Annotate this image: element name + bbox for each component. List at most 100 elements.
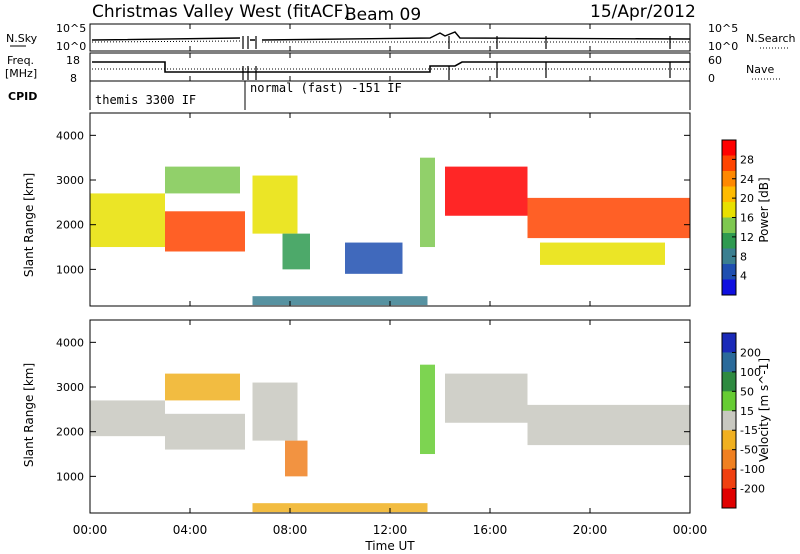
velocity-panel: 1000 2000 3000 4000 Slant Range [km] 200 100… (22, 319, 771, 514)
velocity-y-ticks: 1000 2000 3000 4000 (56, 336, 690, 483)
nave-tick-0: 0 (708, 72, 715, 85)
freq-tick-8: 8 (70, 72, 77, 85)
nsky-dropouts (242, 36, 671, 49)
y-tick-label: 3000 (56, 174, 84, 187)
velocity-colorbar-label: Velocity [m s^-1] (757, 358, 771, 462)
colorbar-swatch (722, 488, 736, 509)
x-tick-label: 16:00 (473, 523, 508, 537)
power-colorbar-label: Power [dB] (757, 177, 771, 242)
colorbar-swatch (722, 248, 736, 265)
nsearch-label: N.Search (746, 32, 796, 45)
power-y-ticks: 1000 2000 3000 4000 (56, 129, 690, 276)
colorbar-tick-label: 16 (740, 212, 754, 225)
beam-label: Beam 09 (345, 5, 421, 25)
colorbar-tick-label: -200 (740, 483, 765, 496)
x-tick-label: 08:00 (273, 523, 308, 537)
colorbar-tick-label: 20 (740, 192, 754, 205)
velocity-region-6 (420, 364, 435, 455)
x-tick-label: 00:00 (73, 523, 108, 537)
power-panel: 1000 2000 3000 4000 Slant Range [km] 28 24 20… (22, 112, 771, 307)
colorbar-swatch (722, 202, 736, 218)
nsky-top-tick: 10^5 (56, 22, 86, 35)
nsky-right-bottom-tick: 10^0 (708, 40, 738, 53)
x-tick-label: 00:00 (673, 523, 708, 537)
y-tick-label: 4000 (56, 129, 84, 142)
colorbar-swatch (722, 279, 736, 296)
velocity-region-8 (527, 404, 690, 446)
colorbar-tick-label: 8 (740, 250, 747, 263)
colorbar-swatch (722, 333, 736, 353)
colorbar-tick-label: -50 (740, 444, 758, 457)
y-tick-label: 1000 (56, 470, 84, 483)
colorbar-swatch (722, 352, 736, 373)
power-region-3 (252, 175, 298, 234)
power-region-0 (90, 193, 165, 248)
colorbar-swatch (722, 371, 736, 392)
power-ylabel: Slant Range [km] (22, 173, 36, 277)
plot-title: Christmas Valley West (fitACF) (92, 2, 350, 22)
cpid-segment-2: normal (fast) -151 IF (250, 81, 402, 95)
velocity-ylabel: Slant Range [km] (22, 363, 36, 467)
colorbar-swatch (722, 391, 736, 412)
y-tick-label: 3000 (56, 381, 84, 394)
nsky-bottom-tick: 10^0 (56, 40, 86, 53)
power-region-4 (282, 233, 310, 270)
nsearch-trace (91, 40, 690, 43)
colorbar-tick-label: 15 (740, 405, 754, 418)
power-colorbar: 28 24 20 16 12 8 4 (721, 139, 754, 296)
power-region-6 (252, 296, 428, 306)
x-tick-label: 04:00 (173, 523, 208, 537)
velocity-regions (90, 364, 690, 513)
y-tick-label: 2000 (56, 426, 84, 439)
velocity-region-4 (285, 440, 308, 477)
nsky-right-top-tick: 10^5 (708, 22, 738, 35)
y-tick-label: 1000 (56, 263, 84, 276)
velocity-region-7 (445, 373, 528, 423)
x-axis-label: Time UT (364, 539, 415, 553)
power-region-8 (445, 166, 528, 216)
power-region-5 (345, 242, 403, 274)
colorbar-swatch (722, 140, 736, 156)
colorbar-tick-label: -100 (740, 463, 765, 476)
colorbar-swatch (722, 430, 736, 451)
cpid-label: CPID (8, 90, 37, 103)
nsky-label: N.Sky (6, 32, 38, 45)
freq-unit: [MHz] (5, 67, 37, 80)
x-tick-label: 12:00 (373, 523, 408, 537)
velocity-region-1 (165, 413, 245, 450)
velocity-region-0 (90, 400, 165, 437)
colorbar-tick-label: 28 (740, 153, 754, 166)
colorbar-swatch (722, 233, 736, 249)
date-label: 15/Apr/2012 (590, 2, 696, 22)
freq-tick-18: 18 (66, 54, 80, 67)
freq-label: Freq. (7, 54, 34, 67)
freq-panel: Freq. [MHz] 18 8 60 0 Nave (5, 52, 780, 85)
colorbar-tick-label: 24 (740, 173, 754, 186)
nave-label: Nave (746, 63, 774, 76)
velocity-colorbar: 200 100 50 15 -15 -50 -100 -200 (721, 332, 765, 509)
colorbar-swatch (722, 186, 736, 203)
freq-dropouts (242, 62, 671, 80)
velocity-region-2 (165, 373, 240, 401)
freq-trace (92, 61, 690, 73)
colorbar-swatch (722, 171, 736, 187)
colorbar-tick-label: 100 (740, 366, 761, 379)
y-tick-label: 2000 (56, 219, 84, 232)
nsky-panel: N.Sky 10^5 10^0 10^5 10^0 N.Search (6, 22, 796, 53)
nsky-trace (91, 31, 691, 41)
colorbar-tick-label: 200 (740, 346, 761, 359)
colorbar-tick-label: -15 (740, 424, 758, 437)
x-tick-label: 20:00 (573, 523, 608, 537)
colorbar-frame (721, 332, 737, 509)
y-tick-label: 4000 (56, 336, 84, 349)
power-region-10 (540, 242, 665, 265)
colorbar-swatch (722, 410, 736, 431)
colorbar-tick-label: 4 (740, 270, 747, 283)
colorbar-tick-label: 50 (740, 385, 754, 398)
colorbar-swatch (722, 264, 736, 280)
cpid-panel: CPID themis 3300 IF normal (fast) -151 I… (8, 81, 691, 110)
power-region-7 (420, 157, 435, 248)
power-region-1 (165, 211, 245, 252)
power-region-2 (165, 166, 240, 194)
